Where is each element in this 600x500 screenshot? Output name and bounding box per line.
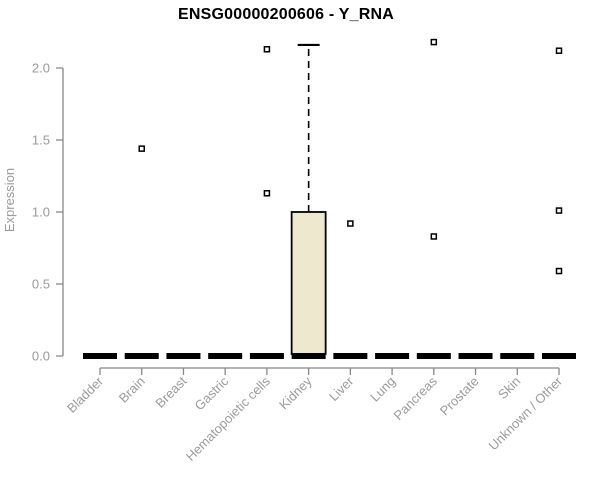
x-tick-label: Prostate (437, 374, 482, 419)
median-bar (500, 353, 535, 359)
median-bar (291, 353, 326, 359)
y-tick-label: 1.5 (32, 133, 50, 148)
median-bar (166, 353, 201, 359)
chart-title: ENSG00000200606 - Y_RNA (178, 6, 394, 23)
outlier-point (347, 220, 354, 227)
y-axis-title: Expression (2, 168, 17, 232)
x-tick-label: Pancreas (390, 373, 440, 423)
median-bar (124, 353, 159, 359)
y-tick-label: 0.5 (32, 277, 50, 292)
median-bar (542, 353, 576, 359)
median-bar (375, 353, 410, 359)
y-tick-label: 2.0 (32, 61, 50, 76)
outlier-point (430, 233, 438, 240)
x-tick-label: Bladder (64, 373, 107, 416)
median-bar (333, 353, 368, 359)
x-tick-label: Breast (152, 373, 189, 410)
outlier-point (430, 38, 438, 46)
median-bar (208, 353, 243, 359)
median-bar (458, 353, 493, 359)
x-tick-label: Kidney (276, 373, 315, 412)
box-body (290, 211, 327, 355)
median-bar (249, 353, 284, 359)
outlier-point (263, 190, 271, 197)
x-tick-label: Liver (326, 373, 357, 404)
x-tick-label: Lung (367, 374, 398, 405)
x-tick-label: Skin (495, 374, 523, 402)
outlier-point (555, 47, 563, 54)
median-bar (416, 353, 451, 359)
median-bar (83, 353, 117, 359)
outlier-point (138, 145, 145, 152)
outlier-point (555, 267, 563, 275)
x-tick-label: Unknown / Other (486, 373, 566, 453)
outlier-point (263, 46, 271, 53)
x-tick-label: Gastric (192, 373, 232, 413)
y-tick-label: 1.0 (32, 205, 50, 220)
y-tick-label: 0.0 (32, 349, 50, 364)
outlier-point (555, 207, 563, 214)
x-tick-label: Brain (116, 374, 148, 406)
